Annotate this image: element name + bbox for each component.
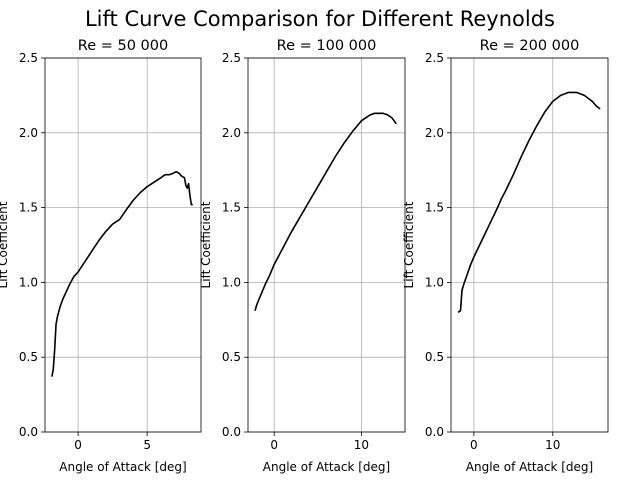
x-tick-label: 0	[270, 438, 278, 452]
y-axis-label: Lift Coefficient	[199, 201, 213, 288]
subplot-title: Re = 50 000	[78, 38, 168, 54]
x-tick-label: 0	[470, 438, 478, 452]
y-tick-label: 2.5	[425, 51, 444, 65]
x-axis-label: Angle of Attack [deg]	[59, 460, 186, 474]
series-line-1	[457, 91, 601, 313]
subplot-2: 0 10 0.0 0.5 1.0 1.5 2.0 2.5 Re = 100 000 Angle o…	[199, 38, 406, 474]
subplot-title: Re = 200 000	[480, 38, 580, 54]
y-tick-label: 1.0	[425, 275, 444, 289]
y-tick-label: 1.5	[19, 201, 38, 215]
y-tick-label: 0.0	[222, 425, 241, 439]
series-line-1	[254, 112, 397, 312]
axes-frame	[247, 57, 406, 433]
y-tick-label: 0.0	[19, 425, 38, 439]
series-line-1	[51, 170, 193, 377]
y-tick-label: 0.5	[222, 350, 241, 364]
subplot-1: 0 5 0.0 0.5 1.0 1.5 2.0 2.5 Re = 50 000 Angle of …	[0, 38, 202, 474]
y-tick-label: 1.0	[222, 275, 241, 289]
axes-frame	[44, 57, 202, 433]
x-tick-label: 0	[74, 438, 82, 452]
y-tick-label: 0.5	[425, 350, 444, 364]
subplots: 0 5 0.0 0.5 1.0 1.5 2.0 2.5 Re = 50 000 Angle of …	[0, 38, 609, 474]
y-tick-label: 2.0	[19, 126, 38, 140]
y-axis-label: Lift Coefficient	[0, 201, 10, 288]
y-tick-label: 0.0	[425, 425, 444, 439]
y-tick-label: 2.5	[222, 51, 241, 65]
y-tick-label: 1.0	[19, 275, 38, 289]
x-axis-label: Angle of Attack [deg]	[466, 460, 593, 474]
subplot-3: 0 10 0.0 0.5 1.0 1.5 2.0 2.5 Re = 200 000 Angle o…	[402, 38, 609, 474]
subplot-title: Re = 100 000	[277, 38, 377, 54]
y-tick-label: 1.5	[222, 201, 241, 215]
y-tick-label: 1.5	[425, 201, 444, 215]
axes-frame	[450, 57, 609, 433]
x-tick-label: 10	[354, 438, 369, 452]
figure-title: Lift Curve Comparison for Different Reyn…	[85, 7, 555, 31]
y-axis-label: Lift Coefficient	[402, 201, 416, 288]
y-tick-label: 2.0	[222, 126, 241, 140]
y-tick-label: 2.0	[425, 126, 444, 140]
y-tick-label: 0.5	[19, 350, 38, 364]
y-tick-label: 2.5	[19, 51, 38, 65]
x-tick-label: 10	[545, 438, 560, 452]
x-tick-label: 5	[143, 438, 151, 452]
x-axis-label: Angle of Attack [deg]	[263, 460, 390, 474]
